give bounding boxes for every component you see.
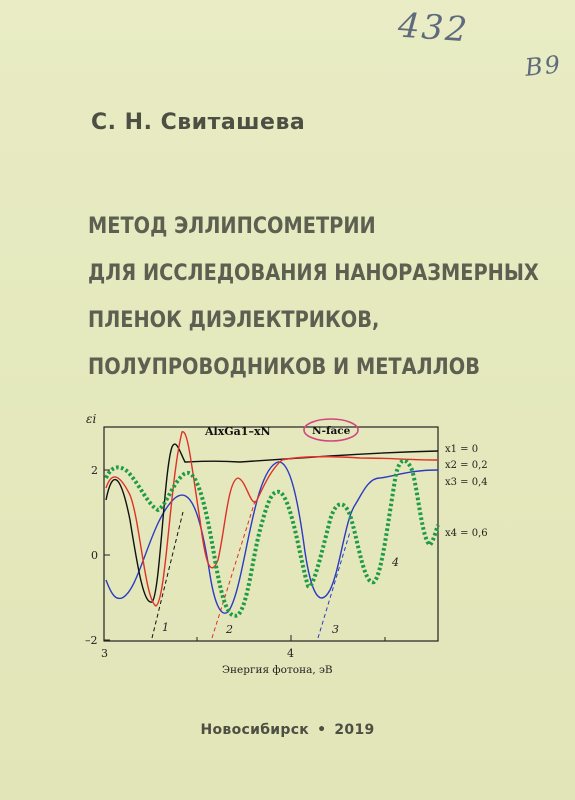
y-tick-label-neg2: –2 <box>85 634 98 647</box>
curve-x3-blue <box>105 461 439 614</box>
y-tick-label-2: 2 <box>91 464 98 477</box>
x-tick-label-4: 4 <box>287 647 294 660</box>
curve-x2-red <box>105 431 439 607</box>
publication-footer: Новосибирск • 2019 <box>0 722 575 738</box>
separator-dot: • <box>317 722 327 738</box>
badge-ring <box>303 418 359 442</box>
author-name: С. Н. Свиташева <box>91 110 306 135</box>
curve-marker-2: 2 <box>225 623 233 636</box>
legend-x1: x1 = 0 <box>445 444 478 455</box>
title-line-3: ПЛЕНОК ДИЭЛЕКТРИКОВ, <box>88 307 380 333</box>
curve-x4-green <box>104 458 440 618</box>
curve-x1-black <box>105 443 439 603</box>
y-axis-label: εi <box>86 412 96 426</box>
publication-year: 2019 <box>334 722 375 738</box>
curve-marker-4: 4 <box>391 556 399 569</box>
n-face-badge: N-face <box>312 425 351 437</box>
legend-x2: x2 = 0,2 <box>445 460 488 471</box>
plot-frame <box>103 426 439 642</box>
x-axis-label: Энергия фотона, эВ <box>222 664 333 676</box>
edge-line-2 <box>211 497 257 639</box>
curve-marker-1: 1 <box>162 621 169 634</box>
book-title: МЕТОД ЭЛЛИПСОМЕТРИИ ДЛЯ ИССЛЕДОВАНИЯ НАН… <box>88 203 539 391</box>
title-line-4: ПОЛУПРОВОДНИКОВ И МЕТАЛЛОВ <box>88 354 480 380</box>
legend-x3: x3 = 0,4 <box>445 477 488 488</box>
x-tick-label-3: 3 <box>101 647 108 660</box>
legend-x4: x4 = 0,6 <box>445 528 488 539</box>
y-tick-label-0: 0 <box>91 549 98 562</box>
title-line-1: МЕТОД ЭЛЛИПСОМЕТРИИ <box>88 213 376 239</box>
material-label: AlxGa1–xN <box>204 425 271 438</box>
curve-marker-3: 3 <box>332 623 339 636</box>
edge-line-1 <box>151 511 184 639</box>
title-line-2: ДЛЯ ИССЛЕДОВАНИЯ НАНОРАЗМЕРНЫХ <box>88 260 539 286</box>
publication-city: Новосибирск <box>200 722 310 738</box>
edge-line-3 <box>317 531 351 639</box>
